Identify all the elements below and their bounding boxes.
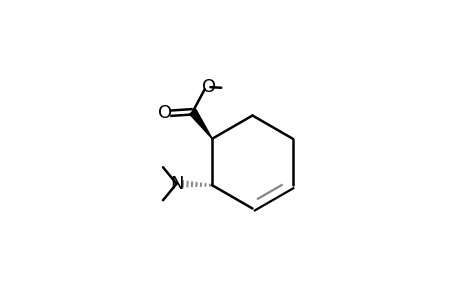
Text: O: O <box>202 78 216 96</box>
Text: O: O <box>157 104 172 122</box>
Text: N: N <box>169 175 183 193</box>
Polygon shape <box>189 110 212 139</box>
